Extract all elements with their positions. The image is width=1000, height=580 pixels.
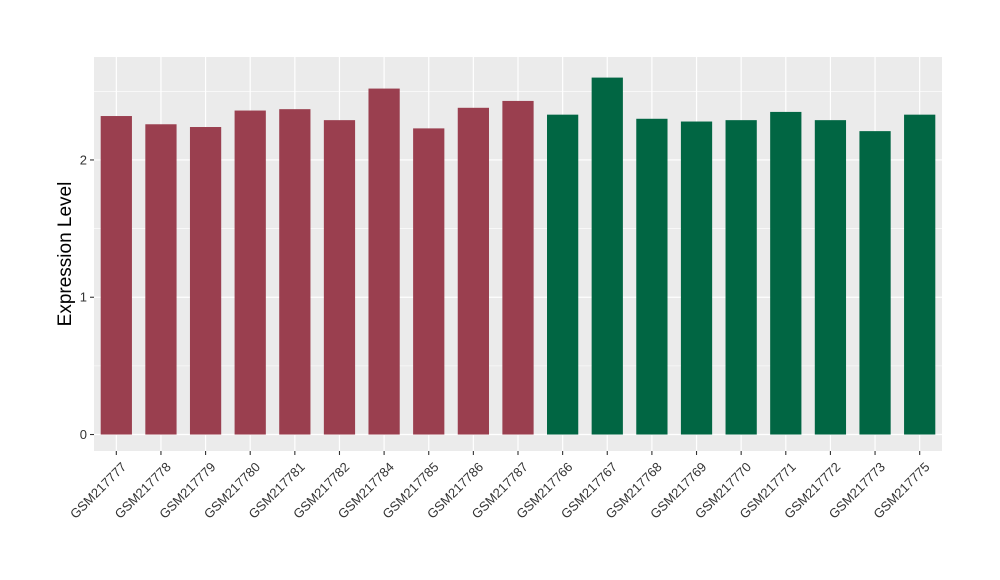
x-axis: GSM217777GSM217778GSM217779GSM217780GSM2… xyxy=(67,451,933,522)
bar-GSM217784 xyxy=(368,88,400,435)
bar-GSM217768 xyxy=(636,118,668,435)
bar-GSM217773 xyxy=(859,131,891,435)
bar-GSM217771 xyxy=(770,111,802,435)
bar-GSM217779 xyxy=(189,127,222,435)
y-tick-label: 1 xyxy=(80,290,87,305)
bar-GSM217770 xyxy=(725,120,757,435)
bars xyxy=(100,77,936,435)
y-tick-label: 0 xyxy=(80,427,87,442)
bar-GSM217777 xyxy=(100,116,132,435)
bar-GSM217767 xyxy=(591,77,623,435)
y-tick-label: 2 xyxy=(80,152,87,167)
bar-GSM217787 xyxy=(502,100,534,435)
bar-GSM217786 xyxy=(457,107,489,435)
bar-GSM217780 xyxy=(234,110,266,435)
bar-GSM217782 xyxy=(323,120,356,435)
bar-GSM217778 xyxy=(145,124,177,435)
y-axis: 0 1 2 xyxy=(80,152,94,442)
bar-GSM217769 xyxy=(680,121,713,435)
y-axis-label: Expression Level xyxy=(55,182,76,327)
bar-GSM217772 xyxy=(814,120,847,435)
bar-GSM217775 xyxy=(904,114,936,435)
bar-GSM217766 xyxy=(547,114,579,435)
bar-GSM217781 xyxy=(279,109,311,435)
bar-GSM217785 xyxy=(413,128,445,435)
